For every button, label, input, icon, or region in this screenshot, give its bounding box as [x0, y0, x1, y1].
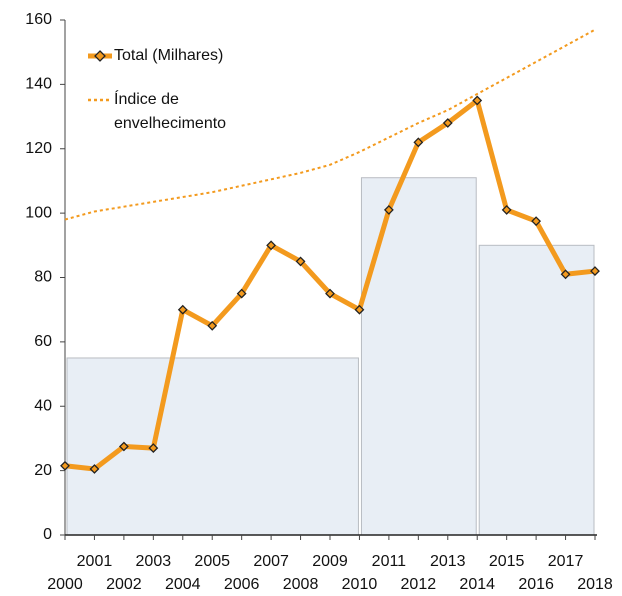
x-tick-label: 2012: [401, 576, 437, 593]
x-tick-label: 2017: [548, 553, 584, 570]
x-tick-label: 2008: [283, 576, 319, 593]
x-tick-label: 2016: [518, 576, 554, 593]
data-point: [383, 204, 394, 215]
data-point: [236, 288, 247, 299]
x-tick-label: 2004: [165, 576, 201, 593]
period-bar: [66, 357, 359, 536]
y-tick-label: 0: [43, 526, 52, 543]
x-tick-label: 2006: [224, 576, 260, 593]
x-tick-label: 2000: [47, 576, 83, 593]
period-bar: [478, 244, 595, 536]
data-point: [560, 269, 571, 280]
data-point: [325, 288, 335, 299]
data-point: [266, 240, 277, 251]
data-point: [118, 441, 129, 452]
series-line: [64, 28, 596, 221]
legend: Total (Milhares) Índice de envelheciment…: [64, 44, 264, 136]
x-tick-label: 2003: [136, 553, 172, 570]
legend-symbol: [88, 50, 112, 62]
data-point: [354, 304, 365, 315]
y-tick-label: 20: [34, 462, 52, 479]
x-tick-label: 2018: [577, 576, 613, 593]
data-point: [413, 137, 424, 148]
y-tick-label: 140: [25, 76, 52, 93]
legend-item: Índice de envelhecimento: [64, 88, 264, 136]
x-tick-label: 2013: [430, 553, 466, 570]
x-tick-label: 2007: [253, 553, 289, 570]
x-tick-label: 2001: [77, 553, 113, 570]
x-tick-label: 2005: [194, 553, 230, 570]
x-tick-label: 2015: [489, 553, 525, 570]
y-tick-label: 60: [34, 333, 52, 350]
data-point: [177, 304, 188, 315]
y-tick-label: 80: [34, 269, 52, 286]
data-point: [472, 95, 483, 106]
data-point: [442, 118, 453, 128]
legend-marker: [94, 50, 106, 62]
legend-item: Total (Milhares): [64, 44, 264, 68]
y-tick-label: 100: [25, 204, 52, 221]
y-tick-label: 160: [25, 11, 52, 28]
data-point: [89, 464, 100, 474]
legend-label: Índice de envelhecimento: [114, 91, 227, 132]
y-tick-label: 120: [25, 140, 52, 157]
data-point: [531, 216, 542, 227]
data-point: [60, 460, 70, 471]
y-tick-label: 40: [34, 397, 52, 414]
data-point: [590, 266, 600, 276]
x-tick-label: 2011: [372, 553, 407, 570]
data-point: [207, 320, 218, 331]
x-tick-label: 2014: [459, 576, 495, 593]
x-tick-label: 2002: [106, 576, 142, 593]
period-bar: [360, 177, 477, 536]
x-tick-label: 2009: [312, 553, 348, 570]
legend-symbol: [88, 98, 112, 102]
data-point: [295, 256, 306, 267]
data-point: [501, 204, 512, 215]
data-point: [148, 443, 159, 454]
x-tick-label: 2010: [342, 576, 378, 593]
legend-label: Total (Milhares): [114, 47, 224, 64]
